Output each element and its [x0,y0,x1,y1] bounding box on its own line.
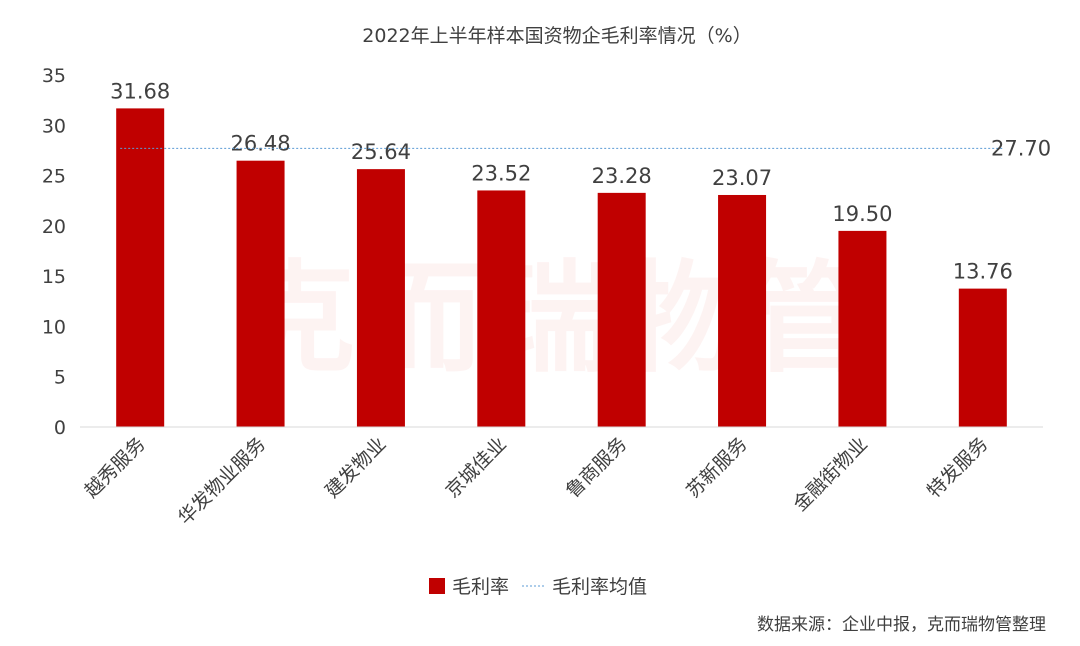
data-label: 13.76 [953,260,1013,284]
bar [958,288,1007,427]
source-note: 数据来源：企业中报，克而瑞物管整理 [757,615,1046,635]
bar [838,230,887,427]
watermark: 克而瑞物管 [235,250,875,389]
category-label: 华发物业服务 [174,433,270,529]
category-label: 金融街物业 [789,433,872,516]
data-label: 23.52 [471,161,531,185]
plot-area: 31.68 26.48 25.64 23.52 23.28 23.07 19.50 13.76… [110,79,1051,428]
y-tick-label: 30 [42,115,66,137]
y-tick-label: 20 [42,216,66,238]
category-label: 京城佳业 [442,433,511,502]
x-axis: 越秀服务 华发物业服务 建发物业 京城佳业 鲁商服务 苏新服务 金融街物业 特发服务 [80,426,1043,529]
category-label: 建发物业 [321,433,390,502]
data-label: 26.48 [231,132,291,156]
bar [356,169,405,427]
data-label: 23.28 [592,164,652,188]
category-label: 苏新服务 [682,433,751,502]
bar [597,192,646,427]
data-label: 19.50 [832,202,892,226]
category-label: 越秀服务 [80,433,149,502]
bar [718,194,767,427]
bar [477,190,526,427]
legend-label-bar: 毛利率 [452,576,509,598]
category-label: 特发服务 [923,433,992,502]
legend-swatch-bar [429,578,445,594]
legend: 毛利率 毛利率均值 [429,576,647,598]
y-tick-label: 25 [42,166,66,188]
y-tick-label: 5 [54,367,66,389]
average-label: 27.70 [991,136,1051,160]
y-tick-label: 15 [42,266,66,288]
y-axis: 0 5 10 15 20 25 30 35 [42,65,66,439]
chart-title: 2022年上半年样本国资物企毛利率情况（%） [362,25,751,47]
bar [116,108,165,428]
legend-label-average: 毛利率均值 [552,576,647,598]
data-label: 23.07 [712,166,772,190]
y-tick-label: 10 [42,316,66,338]
data-label: 31.68 [110,79,170,103]
category-label: 鲁商服务 [562,433,631,502]
y-tick-label: 35 [42,65,66,87]
y-tick-label: 0 [54,417,66,439]
data-label: 25.64 [351,140,411,164]
bar [236,160,285,427]
